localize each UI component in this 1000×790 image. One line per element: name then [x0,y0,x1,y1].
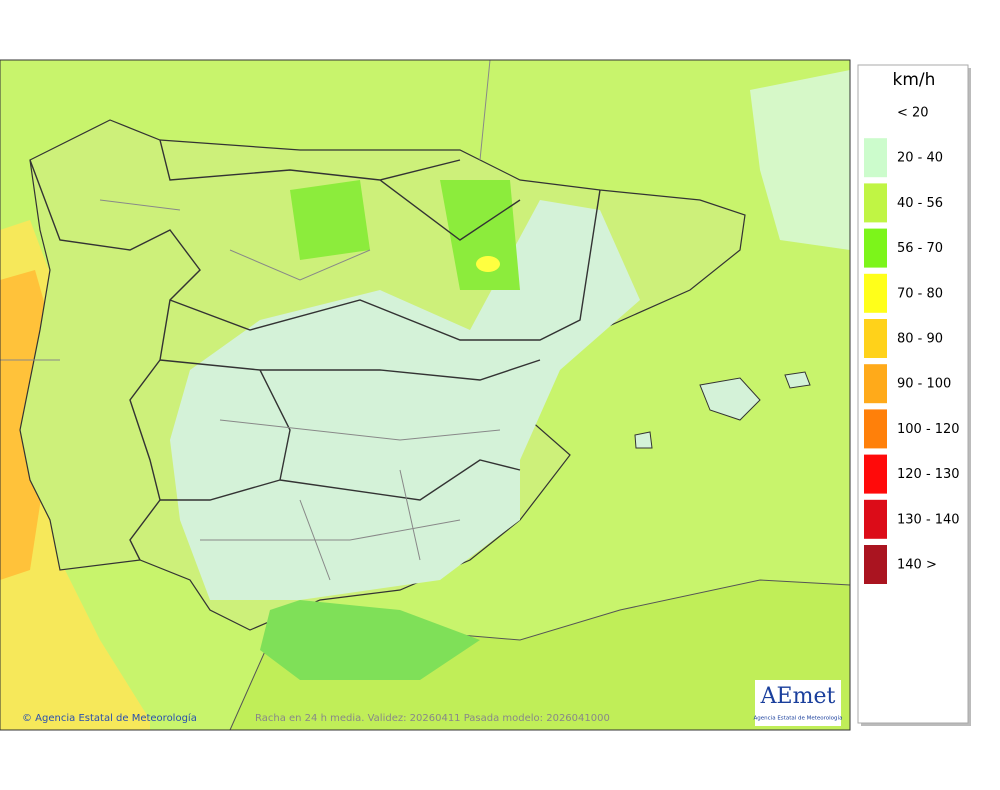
legend-swatch [864,228,887,268]
legend-swatch [864,138,887,178]
legend-label: 40 - 56 [897,196,943,211]
credit: © Agencia Estatal de Meteorología [22,712,197,724]
wind-zone [750,70,850,250]
legend-label: 120 - 130 [897,467,960,482]
caption: Racha en 24 h media. Validez: 20260411 P… [255,713,610,724]
legend-swatch [864,364,887,404]
legend-label: 56 - 70 [897,241,943,256]
legend-label: 90 - 100 [897,377,951,392]
legend-label: 100 - 120 [897,422,960,437]
legend-label: 70 - 80 [897,286,943,301]
legend-swatch [864,409,887,449]
logo-name: AEmet [760,684,836,709]
wind-zone [170,200,640,600]
legend-label: < 20 [897,106,929,121]
logo-subtitle: Agencia Estatal de Meteorología [754,715,843,722]
wind-zone [260,600,480,680]
island [634,431,653,449]
legend: km/h < 20 20 - 40 40 - 56 56 - 70 70 - 80 80 … [857,64,971,726]
legend-swatch [864,499,887,539]
province-line [99,199,501,581]
legend-swatch [864,545,887,584]
map-frame [0,59,851,731]
wind-zone [476,256,500,272]
legend-swatch [864,454,887,494]
map: © Agencia Estatal de Meteorología Racha … [0,59,851,731]
border [29,159,201,561]
wind-zone [290,180,520,290]
island [699,377,761,421]
island [784,371,811,389]
logo: AEmet Agencia Estatal de Meteorología [754,680,843,726]
legend-label: 80 - 90 [897,332,943,347]
grid-line [0,59,491,361]
legend-swatch [864,273,887,313]
legend-swatch [864,319,887,358]
logo-box [755,680,841,726]
border [159,139,601,501]
legend-label: 140 > [897,558,937,573]
legend-label: 130 - 140 [897,512,960,527]
legend-label: 20 - 40 [897,151,943,166]
legend-swatch [864,183,887,223]
legend-unit: km/h [893,70,936,90]
